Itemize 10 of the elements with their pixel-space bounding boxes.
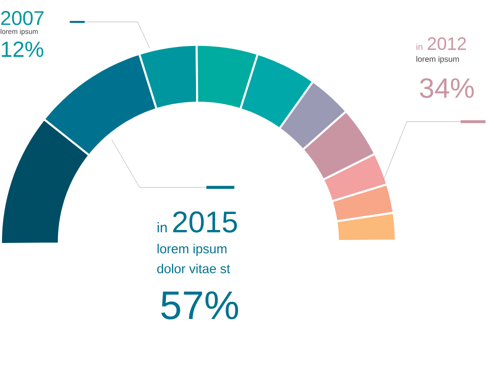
text: lorem ipsum <box>158 244 226 256</box>
text: 34% <box>420 78 474 98</box>
text: 2012 <box>428 37 466 50</box>
text: 2007 <box>1 11 44 26</box>
text: in <box>416 43 422 50</box>
text: dolor vitae st <box>157 264 230 274</box>
text: 12% <box>2 42 44 58</box>
text: in <box>158 222 167 232</box>
text: 57% <box>161 291 238 320</box>
text: 2015 <box>173 211 237 233</box>
